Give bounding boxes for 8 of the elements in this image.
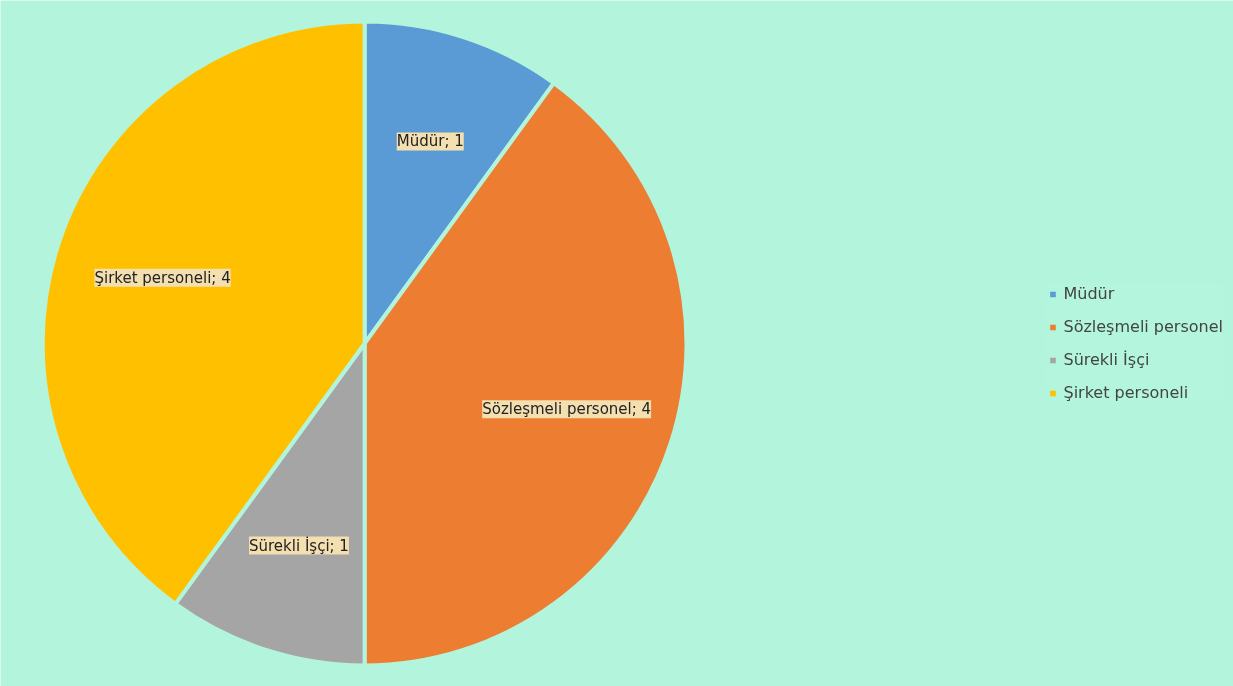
legend-label: Müdür — [1063, 284, 1115, 303]
legend-label: Sürekli İşçi — [1063, 350, 1150, 369]
data-label: Sürekli İşçi; 1 — [249, 535, 349, 555]
legend-label: Şirket personeli — [1063, 383, 1189, 402]
data-label: Sözleşmeli personel; 4 — [482, 400, 652, 419]
legend-label: Sözleşmeli personel — [1063, 317, 1223, 336]
data-label: Müdür; 1 — [396, 132, 464, 151]
data-label: Şirket personeli; 4 — [94, 268, 231, 287]
